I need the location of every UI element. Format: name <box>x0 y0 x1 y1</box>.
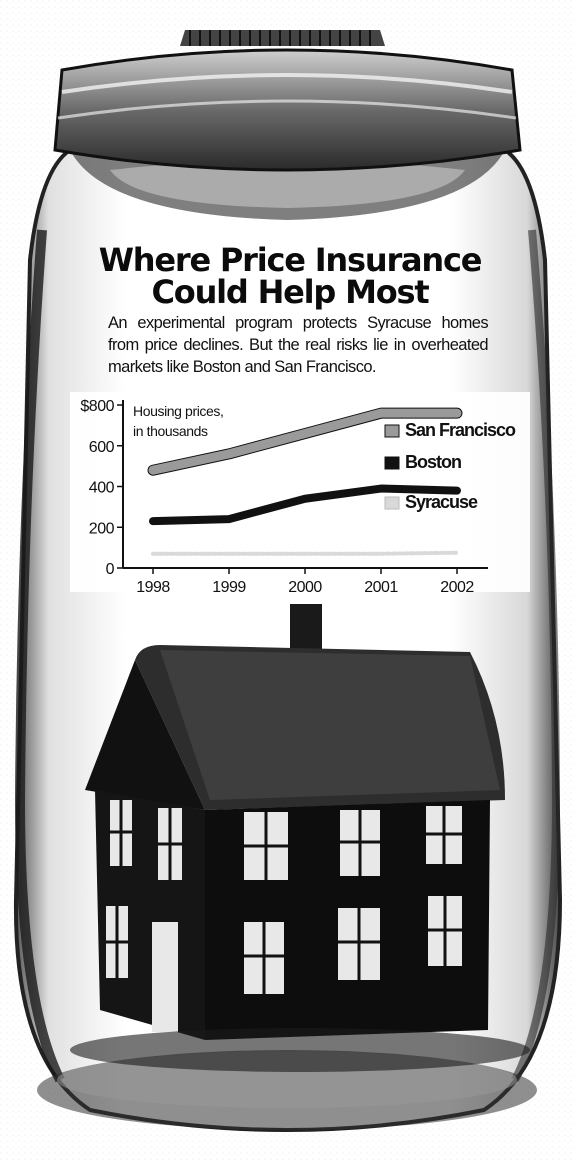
headline: Where Price Insurance Could Help Most <box>80 244 500 308</box>
dek-text: An experimental program protects Syracus… <box>108 314 489 376</box>
headline-line-2: Could Help Most <box>151 273 430 311</box>
headline-line-1: Where Price Insurance <box>98 241 483 279</box>
house-icon <box>70 604 530 1072</box>
